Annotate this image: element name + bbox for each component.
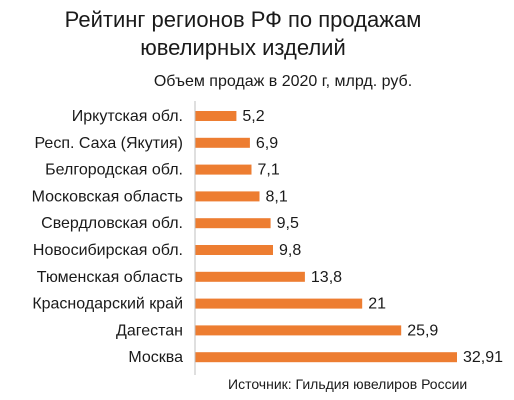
category-label: Свердловская обл. <box>41 215 183 232</box>
bar <box>195 352 457 363</box>
value-label: 21 <box>368 296 386 313</box>
bar <box>195 298 363 309</box>
bar <box>195 245 273 255</box>
chart-title-line-1: Рейтинг регионов РФ по продажам <box>65 7 422 32</box>
value-label: 7,1 <box>258 162 280 179</box>
bar <box>195 164 252 175</box>
value-label: 25,9 <box>407 322 438 339</box>
value-label: 8,1 <box>266 188 288 205</box>
bar <box>195 325 402 336</box>
bar <box>195 271 305 282</box>
chart-title-line-2: ювелирных изделий <box>140 35 346 60</box>
value-label: 9,8 <box>279 242 301 259</box>
bar <box>195 111 237 121</box>
category-label: Москва <box>128 349 183 366</box>
category-label: Тюменская область <box>37 269 183 286</box>
category-label: Респ. Саха (Якутия) <box>34 135 183 152</box>
value-label: 32,91 <box>463 349 503 366</box>
bars-group: Иркутская обл. 5,2 Респ. Саха (Якутия) 6,9 Б… <box>32 108 504 366</box>
value-label: 5,2 <box>242 108 264 125</box>
bar <box>195 191 260 202</box>
category-label: Дагестан <box>116 322 183 339</box>
value-label: 9,5 <box>277 215 299 232</box>
category-label: Новосибирская обл. <box>33 242 183 259</box>
chart-subtitle: Объем продаж в 2020 г, млрд. руб. <box>154 73 412 90</box>
source-note: Источник: Гильдия ювелиров России <box>228 376 467 392</box>
category-label: Московская область <box>32 188 183 205</box>
category-label: Краснодарский край <box>32 296 183 313</box>
bar <box>195 218 271 229</box>
category-label: Белгородская обл. <box>45 162 183 179</box>
value-label: 6,9 <box>256 135 278 152</box>
category-label: Иркутская обл. <box>72 108 183 125</box>
bar <box>195 137 250 148</box>
value-label: 13,8 <box>311 269 342 286</box>
